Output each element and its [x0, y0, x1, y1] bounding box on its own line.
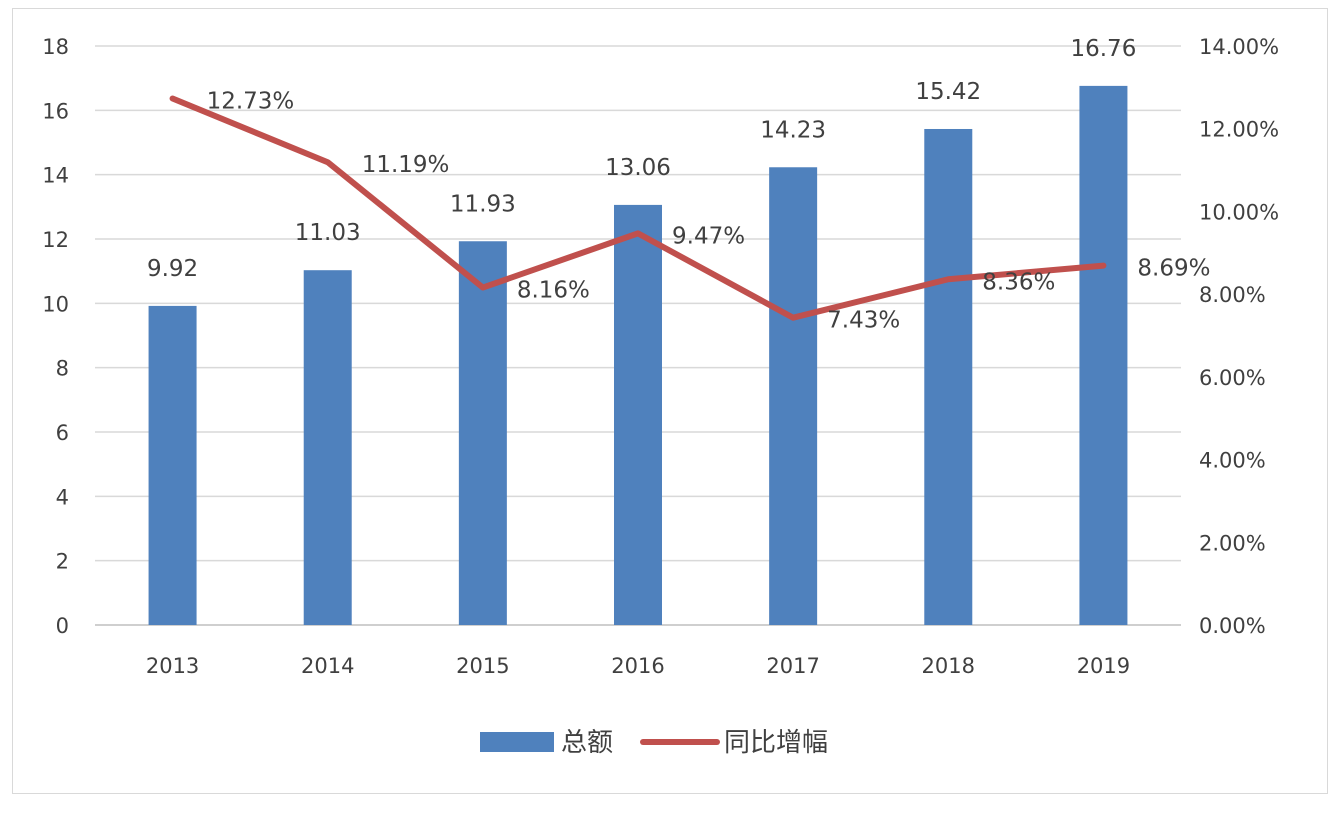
y-left-tick-label: 16	[42, 99, 69, 123]
legend-label-line: 同比增幅	[724, 728, 828, 758]
line-point	[482, 287, 484, 289]
bar-data-label: 9.92	[147, 256, 198, 282]
bar-data-label: 11.03	[295, 220, 361, 246]
legend-layer: 总额 同比增幅	[480, 728, 828, 758]
line-data-label: 8.69%	[1137, 256, 1210, 282]
y-left-tick-label: 12	[42, 228, 69, 252]
y-left-tick-label: 6	[56, 421, 69, 445]
line-point	[172, 98, 174, 100]
bar-data-label: 16.76	[1070, 36, 1136, 62]
line-point	[637, 232, 639, 234]
bar-layer	[148, 85, 1128, 626]
bar	[924, 128, 973, 625]
x-tick-label: 2017	[766, 654, 819, 678]
y-left-tick-label: 0	[56, 614, 69, 638]
x-tick-label: 2018	[922, 654, 975, 678]
line-data-label: 7.43%	[827, 308, 900, 334]
y-right-tick-label: 0.00%	[1199, 614, 1266, 638]
bar-data-label: 13.06	[605, 155, 671, 181]
y-right-tick-label: 14.00%	[1199, 35, 1279, 59]
y-left-tick-label: 4	[56, 485, 69, 509]
y-left-tick-label: 10	[42, 292, 69, 316]
bar	[1079, 85, 1128, 626]
bar	[458, 241, 507, 626]
line-point	[327, 161, 329, 163]
y-left-tick-label: 14	[42, 164, 69, 188]
line-data-label: 9.47%	[672, 223, 745, 249]
label-layer: 9.92 11.03 11.93 13.06 14.23 15.42 16.76 12.73%…	[147, 36, 1211, 334]
line-layer	[169, 95, 1107, 321]
bar	[769, 167, 818, 626]
line-data-label: 11.19%	[362, 152, 450, 178]
line-point	[947, 278, 949, 280]
y-right-tick-label: 10.00%	[1199, 200, 1279, 224]
y-left-tick-label: 18	[42, 35, 69, 59]
line-point	[1102, 265, 1104, 267]
y-left-tick-label: 8	[56, 357, 69, 381]
y-right-tick-label: 4.00%	[1199, 449, 1266, 473]
bar-data-label: 11.93	[450, 191, 516, 217]
x-tick-label: 2015	[456, 654, 509, 678]
axis-layer: 0 2 4 6 8 10 12 14 16 18 0.00% 2.00% 4.00% 6.00% 8.00%…	[42, 35, 1279, 678]
line-data-label: 12.73%	[207, 89, 295, 115]
x-tick-label: 2014	[301, 654, 354, 678]
y-right-tick-label: 2.00%	[1199, 531, 1266, 555]
x-tick-label: 2016	[611, 654, 664, 678]
y-right-tick-label: 8.00%	[1199, 283, 1266, 307]
bar	[148, 305, 197, 625]
line-point	[792, 317, 794, 319]
y-right-tick-label: 6.00%	[1199, 366, 1266, 390]
x-tick-label: 2019	[1077, 654, 1130, 678]
legend-label-bar: 总额	[561, 728, 613, 758]
legend-swatch-bar	[480, 732, 554, 752]
line-data-label: 8.16%	[517, 278, 590, 304]
bar-data-label: 14.23	[760, 117, 826, 143]
y-left-tick-label: 2	[56, 550, 69, 574]
y-right-tick-label: 12.00%	[1199, 118, 1279, 142]
line-data-label: 8.36%	[982, 269, 1055, 295]
bar	[303, 270, 352, 625]
bar-data-label: 15.42	[915, 79, 981, 105]
chart-svg: 9.92 11.03 11.93 13.06 14.23 15.42 16.76 12.73%…	[42, 35, 1279, 758]
x-tick-label: 2013	[146, 654, 199, 678]
chart-frame: 9.92 11.03 11.93 13.06 14.23 15.42 16.76 12.73%…	[12, 8, 1328, 794]
bar	[614, 204, 662, 626]
